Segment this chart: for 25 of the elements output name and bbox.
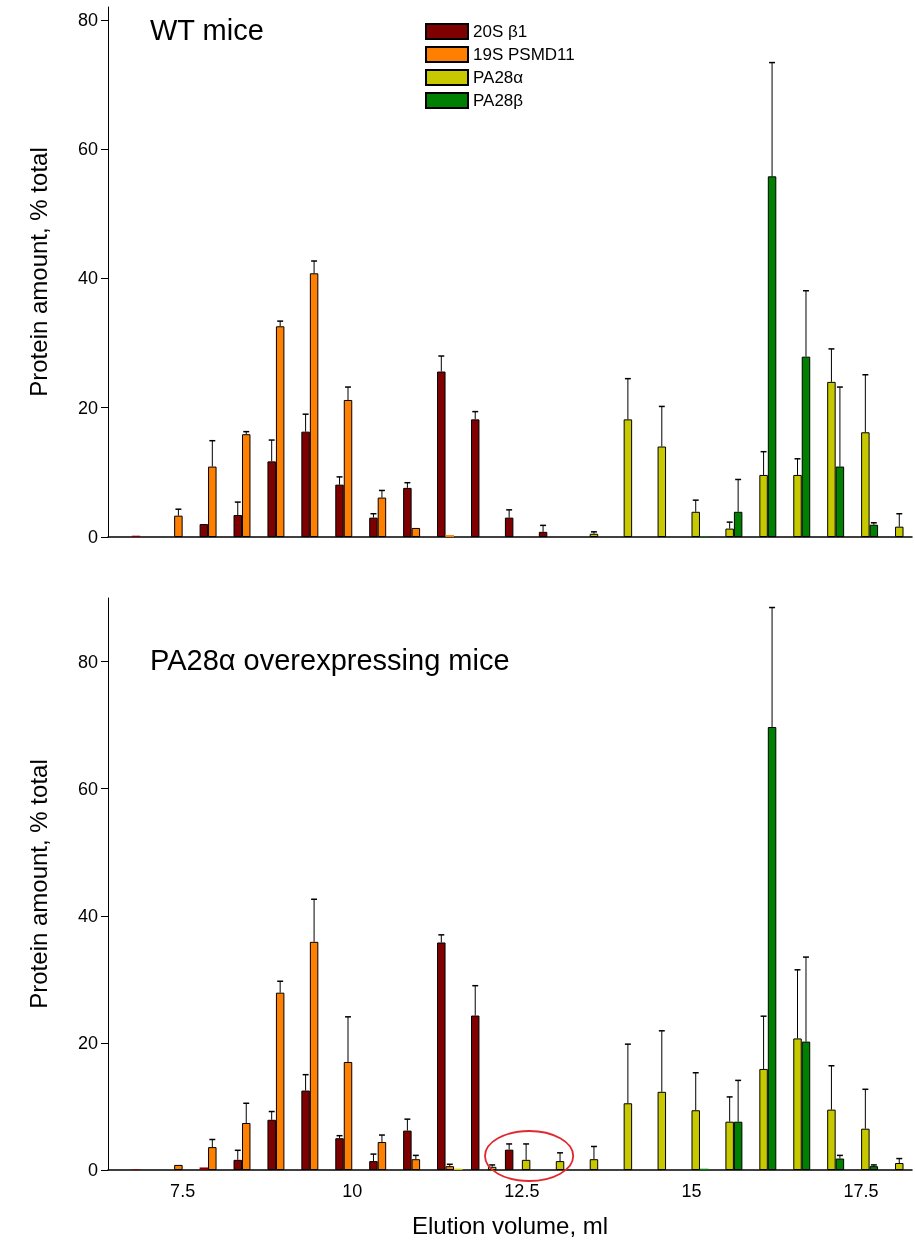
y-tick-label: 60: [77, 139, 98, 160]
x-tick-label: 10: [342, 1181, 363, 1201]
y-tick-label: 0: [87, 1160, 98, 1180]
chart-title: WT mice: [150, 13, 264, 46]
x-tick-label: 7.5: [170, 1181, 196, 1201]
y-axis-title: Protein amount, % total: [24, 759, 52, 1009]
legend-label: PA28β: [473, 91, 524, 110]
y-tick-label: 40: [77, 268, 98, 289]
legend-label: 19S PSMD11: [473, 45, 575, 64]
x-tick-label: 12.5: [504, 1181, 540, 1201]
legend-label: PA28α: [473, 68, 524, 87]
legend-label: 20S β1: [473, 22, 528, 41]
bar: [199, 1167, 209, 1170]
x-axis-title: Elution volume, ml: [411, 1211, 609, 1239]
x-tick-label: 15: [681, 1181, 702, 1201]
text: PA28α overexpressing mice: [150, 643, 510, 676]
y-tick-label: 20: [77, 1032, 98, 1053]
y-tick-label: 0: [87, 527, 98, 547]
y-axis-title: Protein amount, % total: [24, 147, 52, 397]
x-tick-label: 17.5: [843, 1181, 879, 1201]
y-tick-label: 20: [77, 397, 98, 418]
y-tick-label: 80: [77, 9, 98, 30]
y-tick-label: 60: [77, 778, 98, 799]
y-tick-label: 80: [77, 651, 98, 672]
y-tick-label: 40: [77, 905, 98, 926]
